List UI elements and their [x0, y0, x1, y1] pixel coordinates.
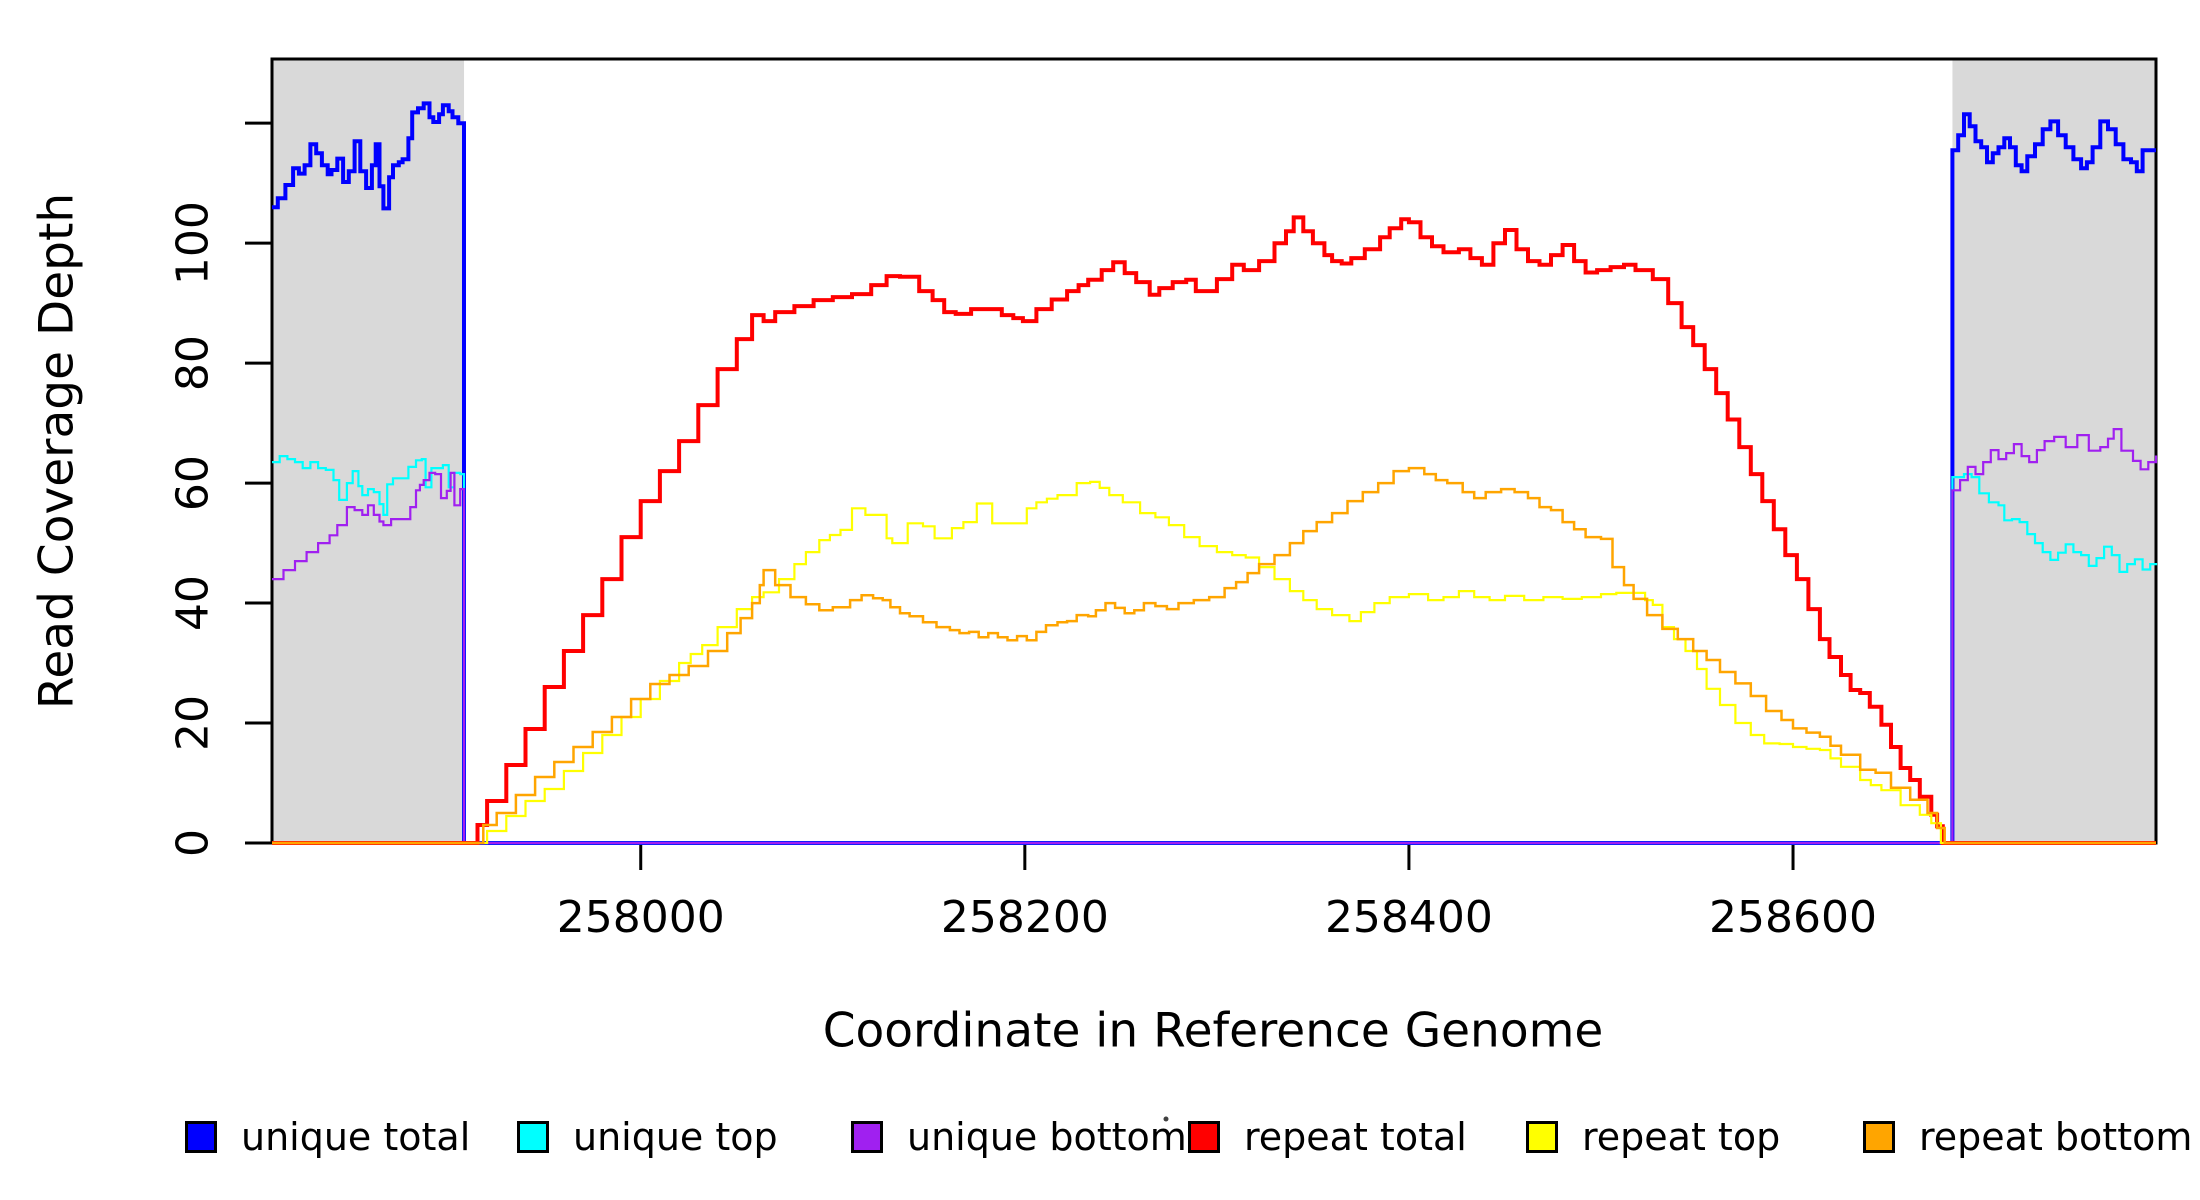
legend-label: repeat top: [1582, 1115, 1781, 1159]
series-line-unique-total: [272, 101, 2156, 845]
y-tick-label: 0: [168, 829, 219, 857]
series-line-unique-top: [272, 455, 2158, 845]
y-tick-label: 100: [168, 201, 219, 285]
x-tick-label: 258200: [941, 892, 1109, 943]
y-tick-label: 20: [168, 695, 219, 751]
series-line-repeat-total: [272, 215, 2156, 845]
legend-swatch-icon: [851, 1121, 883, 1153]
legend-swatch-icon: [517, 1121, 549, 1153]
legend-swatch-icon: [1863, 1121, 1895, 1153]
x-tick-label: 258000: [557, 892, 725, 943]
legend: unique total unique top unique bottom repea…: [0, 1108, 2200, 1166]
legend-label: unique total: [241, 1115, 471, 1159]
series-line-repeat-top: [272, 480, 2156, 845]
legend-item-unique-bottom: unique bottom: [851, 1108, 1187, 1166]
legend-swatch-icon: [1188, 1121, 1220, 1153]
legend-label: unique top: [573, 1115, 778, 1159]
y-tick-label: 60: [168, 455, 219, 511]
legend-swatch-icon: [1526, 1121, 1558, 1153]
y-tick-label: 40: [168, 575, 219, 631]
stray-dot-artifact: [1163, 1116, 1169, 1122]
legend-label: repeat total: [1244, 1115, 1467, 1159]
legend-swatch-icon: [185, 1121, 217, 1153]
y-tick-label: 80: [168, 335, 219, 391]
series-line-repeat-bottom: [272, 466, 2156, 845]
x-tick-label: 258600: [1709, 892, 1877, 943]
x-tick-label: 258400: [1325, 892, 1493, 943]
legend-item-unique-top: unique top: [517, 1108, 778, 1166]
legend-item-repeat-bottom: repeat bottom: [1863, 1108, 2192, 1166]
legend-label: repeat bottom: [1919, 1115, 2193, 1159]
series-line-unique-bottom: [272, 428, 2158, 845]
legend-item-unique-total: unique total: [185, 1108, 470, 1166]
legend-label: unique bottom: [907, 1115, 1187, 1159]
x-axis-title: Coordinate in Reference Genome: [822, 1003, 1604, 1059]
legend-item-repeat-total: repeat total: [1188, 1108, 1467, 1166]
plot-frame: [270, 57, 2158, 845]
y-axis-title: Read Coverage Depth: [29, 192, 85, 710]
legend-item-repeat-top: repeat top: [1526, 1108, 1780, 1166]
